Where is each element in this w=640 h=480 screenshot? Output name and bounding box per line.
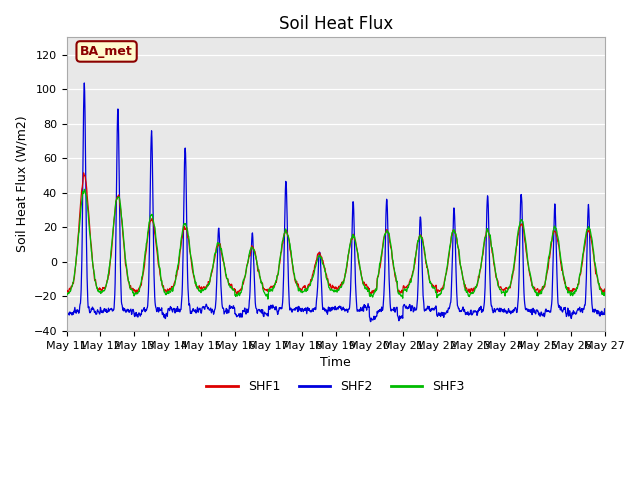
SHF2 <box>63 307 70 313</box>
Line: SHF1: SHF1 <box>67 173 605 296</box>
SHF2 <box>81 80 88 86</box>
SHF2 <box>312 307 319 312</box>
SHF3 <box>312 263 320 268</box>
Line: SHF2: SHF2 <box>67 83 605 322</box>
SHF1 <box>601 286 609 292</box>
SHF2 <box>322 307 330 312</box>
SHF2 <box>367 319 374 324</box>
SHF3 <box>542 277 550 283</box>
SHF2 <box>601 306 609 312</box>
SHF3 <box>63 292 70 298</box>
Y-axis label: Soil Heat Flux (W/m2): Soil Heat Flux (W/m2) <box>15 116 28 252</box>
SHF1 <box>595 279 602 285</box>
SHF1 <box>312 261 319 267</box>
SHF3 <box>322 274 330 280</box>
SHF1 <box>322 271 330 277</box>
SHF2 <box>595 310 602 316</box>
SHF1 <box>147 217 155 223</box>
Line: SHF3: SHF3 <box>67 189 605 299</box>
SHF3 <box>264 296 272 302</box>
SHF1 <box>463 286 470 292</box>
Text: BA_met: BA_met <box>80 45 133 58</box>
SHF1 <box>366 293 374 299</box>
SHF2 <box>542 306 550 312</box>
SHF3 <box>595 280 602 286</box>
Legend: SHF1, SHF2, SHF3: SHF1, SHF2, SHF3 <box>202 375 470 398</box>
SHF3 <box>81 186 88 192</box>
SHF3 <box>147 213 155 218</box>
X-axis label: Time: Time <box>320 356 351 369</box>
SHF3 <box>463 289 470 295</box>
SHF1 <box>542 276 550 282</box>
SHF3 <box>601 290 609 296</box>
SHF2 <box>463 311 470 316</box>
SHF1 <box>80 170 88 176</box>
Title: Soil Heat Flux: Soil Heat Flux <box>278 15 393 33</box>
SHF2 <box>147 135 155 141</box>
SHF1 <box>63 288 70 294</box>
